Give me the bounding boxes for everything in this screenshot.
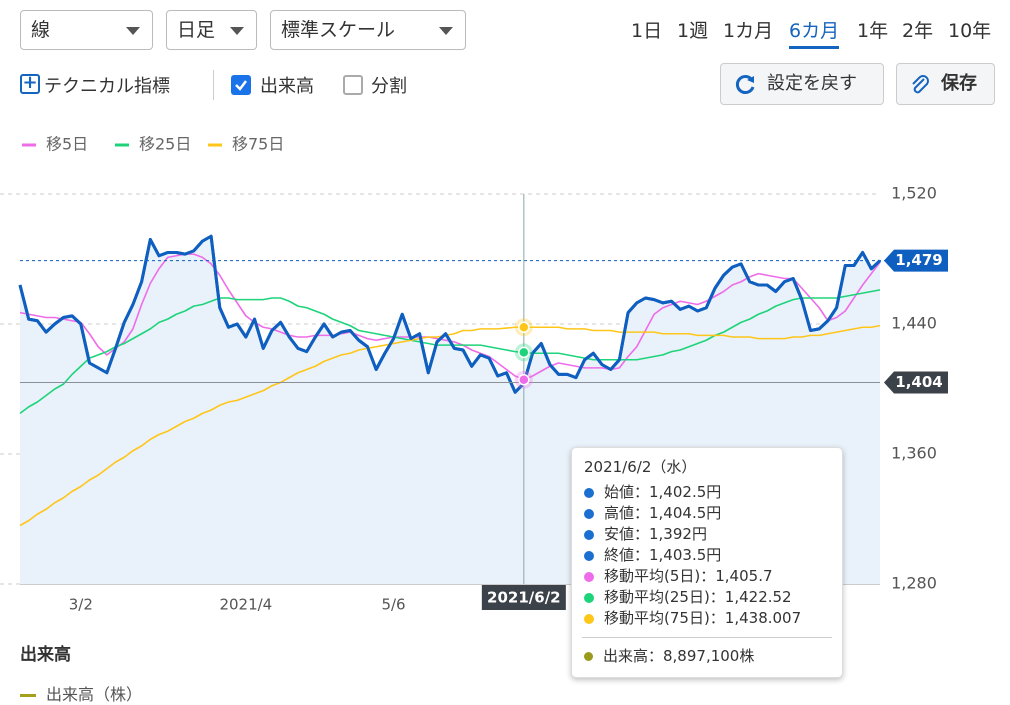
- style-dropdown[interactable]: 線: [20, 10, 153, 50]
- tooltip-item: 始値：1,402.5円: [584, 482, 721, 502]
- tooltip: 2021/6/2（水） 始値：1,402.5円 高値：1,404.5円 安値：1,39…: [571, 447, 843, 678]
- legend-label: 出来高（株）: [46, 685, 143, 704]
- interval-dropdown[interactable]: 日足: [166, 10, 257, 50]
- period-tab[interactable]: 1週: [677, 20, 709, 42]
- clip-icon: [912, 75, 929, 94]
- period-tab[interactable]: 2年: [902, 20, 934, 42]
- save-label: 保存: [941, 73, 977, 94]
- save-button[interactable]: 保存: [896, 63, 995, 105]
- tooltip-dot: [584, 613, 594, 624]
- tooltip-text: 安値：1,392円: [604, 525, 707, 543]
- tooltip-item: 移動平均(25日)：1,422.52: [584, 587, 792, 607]
- y-tick-label: 1,520: [891, 184, 937, 203]
- separator: [213, 70, 214, 100]
- tooltip-dot: [584, 529, 594, 540]
- y-tick-label: 1,280: [891, 574, 937, 593]
- period-tab[interactable]: 1カ月: [723, 20, 774, 42]
- crosshair-x-label: 2021/6/2: [487, 589, 561, 607]
- tooltip-dot: [584, 571, 594, 582]
- technical-link[interactable]: テクニカル指標: [44, 76, 170, 97]
- tooltip-item: 高値：1,404.5円: [584, 503, 721, 523]
- x-tick-label: 2021/4: [219, 596, 272, 614]
- reset-button[interactable]: 設定を戻す: [720, 63, 884, 105]
- period-tab[interactable]: 6カ月: [789, 16, 840, 49]
- volume-checkbox[interactable]: [231, 75, 251, 95]
- tooltip-item: 移動平均(5日)：1,405.7: [584, 566, 773, 586]
- tooltip-volume: 出来高：8,897,100株: [584, 646, 754, 666]
- tooltip-dot: [584, 508, 594, 519]
- split-checkbox-label[interactable]: 分割: [371, 76, 407, 97]
- series-line: [18, 234, 882, 394]
- crosshair-dot: [518, 346, 530, 359]
- tooltip-dot: [584, 652, 593, 661]
- legend-label: 移25日: [139, 135, 191, 154]
- reset-icon: [735, 75, 755, 94]
- scale-dropdown[interactable]: 標準スケール: [270, 10, 466, 50]
- crosshair-price-label: 1,404: [895, 373, 942, 391]
- volume-title: 出来高: [20, 645, 71, 665]
- tooltip-text: 移動平均(25日)：1,422.52: [604, 588, 792, 606]
- legend-label: 移5日: [46, 135, 88, 154]
- reset-label: 設定を戻す: [767, 73, 857, 94]
- tooltip-text: 出来高：8,897,100株: [603, 647, 755, 665]
- crosshair-x-box: [481, 585, 566, 610]
- crosshair-dot: [518, 321, 530, 333]
- tooltip-item: 安値：1,392円: [584, 524, 707, 544]
- volume-checkbox-label[interactable]: 出来高: [260, 76, 314, 97]
- series-line: [19, 324, 881, 527]
- split-checkbox[interactable]: [343, 75, 363, 95]
- x-tick-label: 5/6: [381, 596, 405, 614]
- tooltip-date: 2021/6/2（水）: [584, 458, 697, 476]
- plus-icon[interactable]: +: [20, 74, 40, 94]
- last-price-tag: [884, 249, 948, 272]
- crosshair-price-tag: [884, 371, 948, 394]
- tooltip-text: 高値：1,404.5円: [604, 504, 722, 522]
- tooltip-dot: [584, 550, 594, 561]
- tooltip-item: 移動平均(75日)：1,438.007: [584, 608, 801, 628]
- tooltip-divider: [582, 637, 832, 638]
- series-line: [19, 289, 881, 415]
- volume-legend: 出来高（株）: [20, 681, 142, 705]
- tooltip-dot: [584, 592, 594, 603]
- tooltip-text: 始値：1,402.5円: [604, 483, 722, 501]
- tooltip-text: 終値：1,403.5円: [604, 546, 722, 564]
- period-tab[interactable]: 10年: [948, 20, 992, 42]
- y-tick-label: 1,360: [891, 444, 937, 463]
- crosshair-dot: [518, 373, 530, 386]
- x-tick-label: 3/2: [69, 596, 93, 614]
- tooltip-dot: [584, 487, 594, 498]
- y-tick-label: 1,440: [891, 314, 937, 333]
- tooltip-item: 終値：1,403.5円: [584, 545, 721, 565]
- legend-swatch: [20, 694, 36, 697]
- tooltip-text: 移動平均(75日)：1,438.007: [604, 609, 802, 627]
- period-tab[interactable]: 1年: [857, 20, 889, 42]
- tooltip-text: 移動平均(5日)：1,405.7: [604, 567, 773, 585]
- legend-label: 移75日: [232, 135, 284, 154]
- last-price-label: 1,479: [895, 251, 942, 269]
- period-tab[interactable]: 1日: [631, 20, 663, 42]
